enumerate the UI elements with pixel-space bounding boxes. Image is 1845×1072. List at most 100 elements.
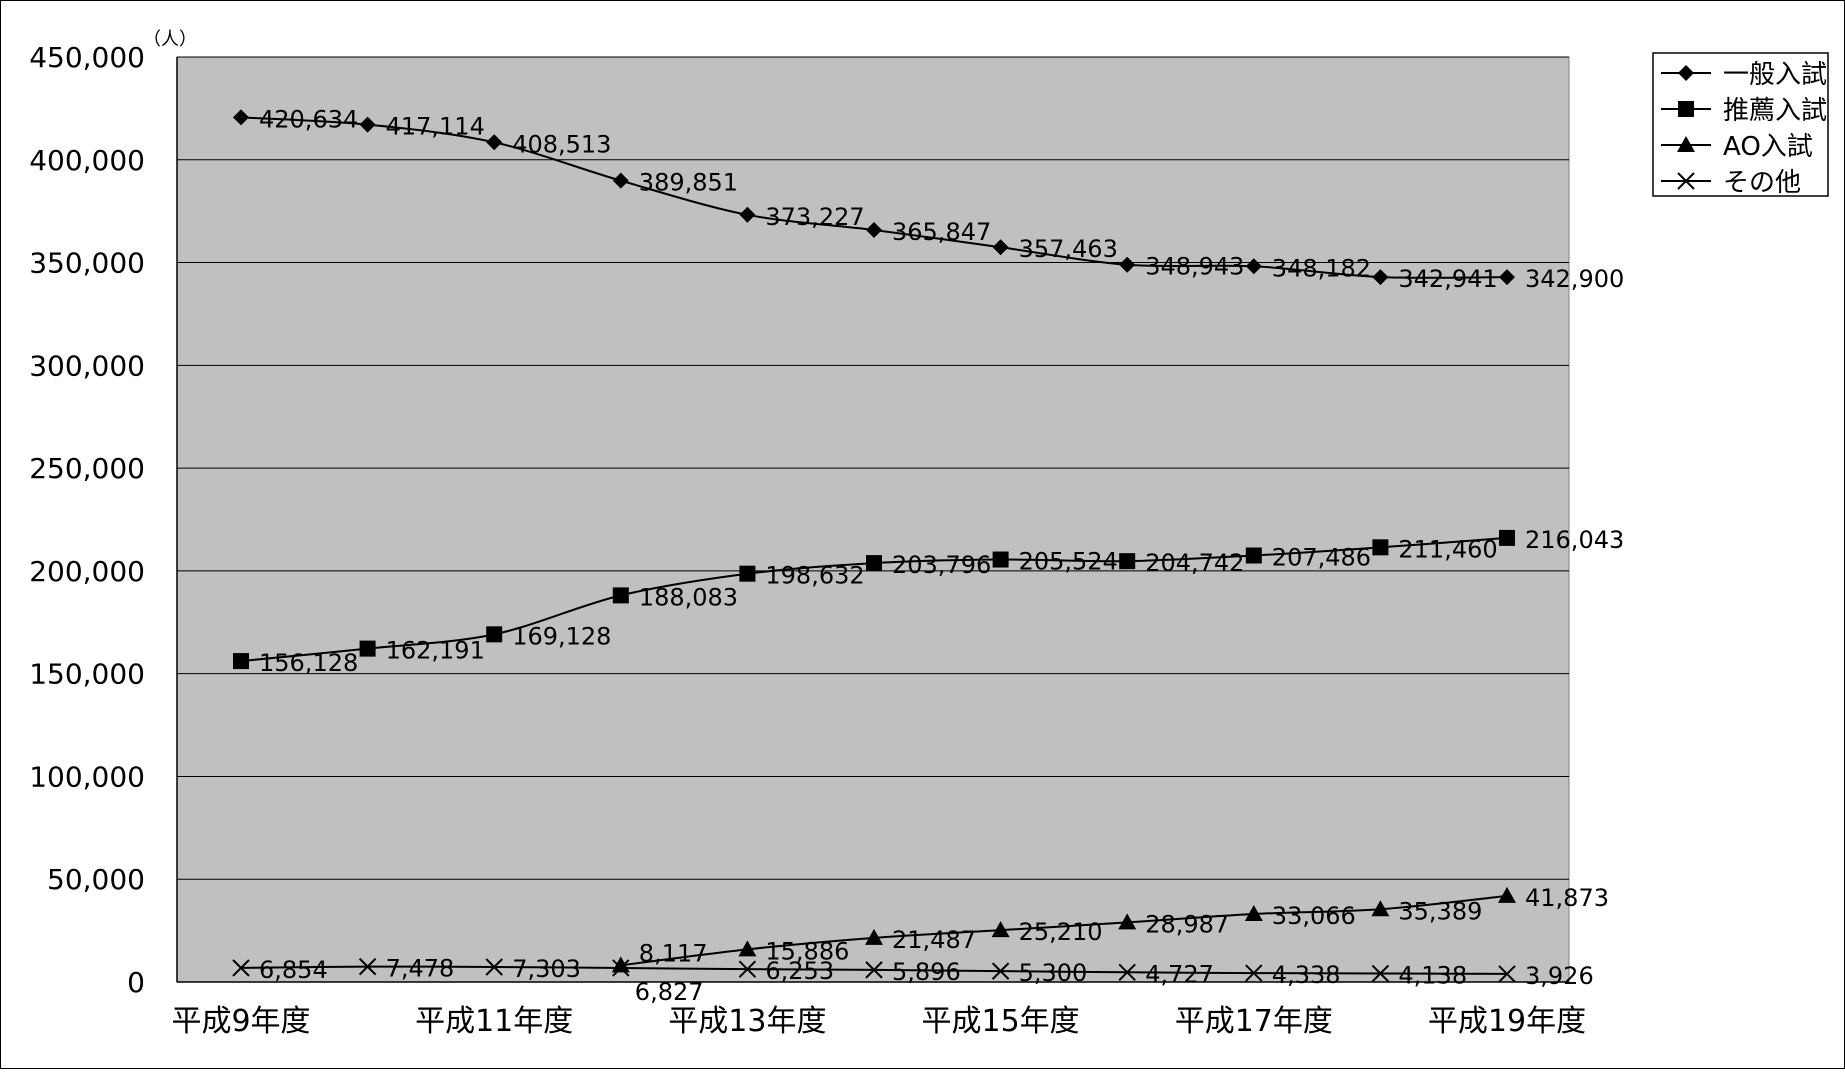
data-point-triangle: [1498, 886, 1516, 903]
data-point-x: [232, 959, 250, 977]
data-point-square: [1499, 529, 1515, 546]
x-marker-stroke: [1498, 965, 1516, 983]
data-label: 348,943: [1145, 253, 1244, 281]
y-tick-label: 300,000: [29, 349, 145, 382]
y-tick-label: 50,000: [47, 863, 145, 896]
data-point-square: [1678, 101, 1694, 117]
y-tick-label: 350,000: [29, 247, 145, 280]
data-label: 198,632: [765, 562, 864, 590]
data-label: 15,886: [765, 937, 849, 965]
data-point-triangle: [865, 928, 883, 945]
data-point-square: [992, 551, 1009, 568]
data-label: 6,253: [765, 957, 834, 985]
data-label: 417,114: [386, 113, 485, 141]
data-point-square: [233, 653, 249, 670]
data-label: 162,191: [386, 637, 485, 665]
data-point-x: [358, 957, 377, 976]
data-point-square: [866, 555, 882, 572]
data-label: 389,851: [639, 169, 738, 197]
data-label: 216,043: [1525, 526, 1624, 554]
data-label: 342,900: [1525, 265, 1624, 293]
data-point-x: [1498, 965, 1516, 983]
data-label: 6,854: [259, 956, 328, 984]
data-point-square: [1372, 539, 1389, 556]
data-point-x: [865, 961, 883, 979]
legend-item: 推薦入試: [1661, 96, 1827, 126]
series-diamond: [233, 109, 1515, 286]
data-labels: 420,634 417,114 408,513 389,851 373,227 365,8…: [259, 105, 1624, 1006]
data-label: 211,460: [1398, 535, 1497, 563]
y-tick-label: 450,000: [29, 41, 145, 74]
x-marker-stroke: [232, 959, 250, 977]
legend-item: その他: [1661, 168, 1801, 198]
data-label: 4,138: [1398, 961, 1467, 989]
data-label: 8,117: [639, 939, 708, 967]
legend-label: AO入試: [1723, 132, 1813, 162]
data-label: 204,742: [1145, 549, 1244, 577]
data-label: 6,827: [635, 978, 704, 1006]
data-label: 408,513: [512, 130, 611, 158]
series-line: [620, 894, 1508, 967]
data-label: 25,210: [1019, 918, 1103, 946]
data-label: 5,896: [892, 958, 961, 986]
data-label: 207,486: [1272, 544, 1371, 572]
data-label: 188,083: [639, 583, 738, 611]
data-point-diamond: [739, 206, 756, 223]
x-marker-stroke: [612, 959, 630, 977]
data-label: 169,128: [512, 622, 611, 650]
x-tick-label: 平成17年度: [1175, 1004, 1333, 1039]
y-tick-label: 250,000: [29, 452, 145, 485]
data-point-x: [738, 960, 757, 978]
y-unit-label: （人）: [143, 29, 197, 50]
data-point-square: [1119, 553, 1136, 570]
data-label: 5,300: [1019, 959, 1088, 987]
data-point-diamond: [866, 221, 882, 238]
axes: 0 50,000 100,000 150,000 200,000 250,000 300,0…: [29, 29, 1586, 1039]
data-label: 7,478: [386, 955, 455, 983]
data-point-diamond: [1119, 256, 1136, 273]
data-label: 357,463: [1019, 235, 1118, 263]
gridlines: [177, 56, 1569, 880]
data-point-diamond: [1678, 65, 1694, 81]
x-marker-stroke: [1118, 963, 1136, 981]
data-point-diamond: [612, 172, 629, 189]
x-marker-stroke: [1371, 964, 1390, 983]
data-point-diamond: [486, 134, 503, 151]
x-marker-stroke: [1677, 172, 1695, 190]
data-label: 342,941: [1398, 265, 1497, 293]
x-tick-label: 平成13年度: [668, 1004, 826, 1039]
data-label: 28,987: [1145, 910, 1229, 938]
data-label: 3,926: [1525, 962, 1594, 990]
data-point-triangle: [1118, 913, 1137, 930]
x-marker-stroke: [485, 958, 503, 976]
x-tick-label: 平成19年度: [1428, 1004, 1586, 1039]
data-point-square: [486, 626, 503, 643]
data-point-triangle: [991, 921, 1010, 938]
data-point-triangle: [1244, 905, 1263, 922]
y-tick-label: 0: [127, 966, 145, 999]
data-point-diamond: [233, 109, 249, 126]
data-point-diamond: [992, 239, 1009, 256]
data-point-diamond: [1372, 269, 1389, 286]
data-label: 41,873: [1525, 884, 1609, 912]
data-label: 420,634: [259, 105, 358, 133]
data-label: 7,303: [512, 955, 581, 983]
series-x: [232, 957, 1516, 983]
series-group: [232, 109, 1516, 983]
x-marker-stroke: [738, 960, 757, 978]
data-label: 373,227: [765, 203, 864, 231]
data-label: 205,524: [1019, 548, 1118, 576]
series-square: [233, 529, 1515, 670]
data-label: 4,727: [1145, 960, 1214, 988]
legend-label: 推薦入試: [1723, 96, 1827, 126]
x-tick-label: 平成11年度: [415, 1004, 573, 1039]
data-label: 203,796: [892, 551, 991, 579]
x-tick-label: 平成9年度: [171, 1004, 310, 1039]
data-point-square: [612, 587, 629, 604]
data-point-triangle: [1371, 900, 1390, 917]
series-triangle: [611, 886, 1516, 973]
data-label: 21,487: [892, 926, 976, 954]
